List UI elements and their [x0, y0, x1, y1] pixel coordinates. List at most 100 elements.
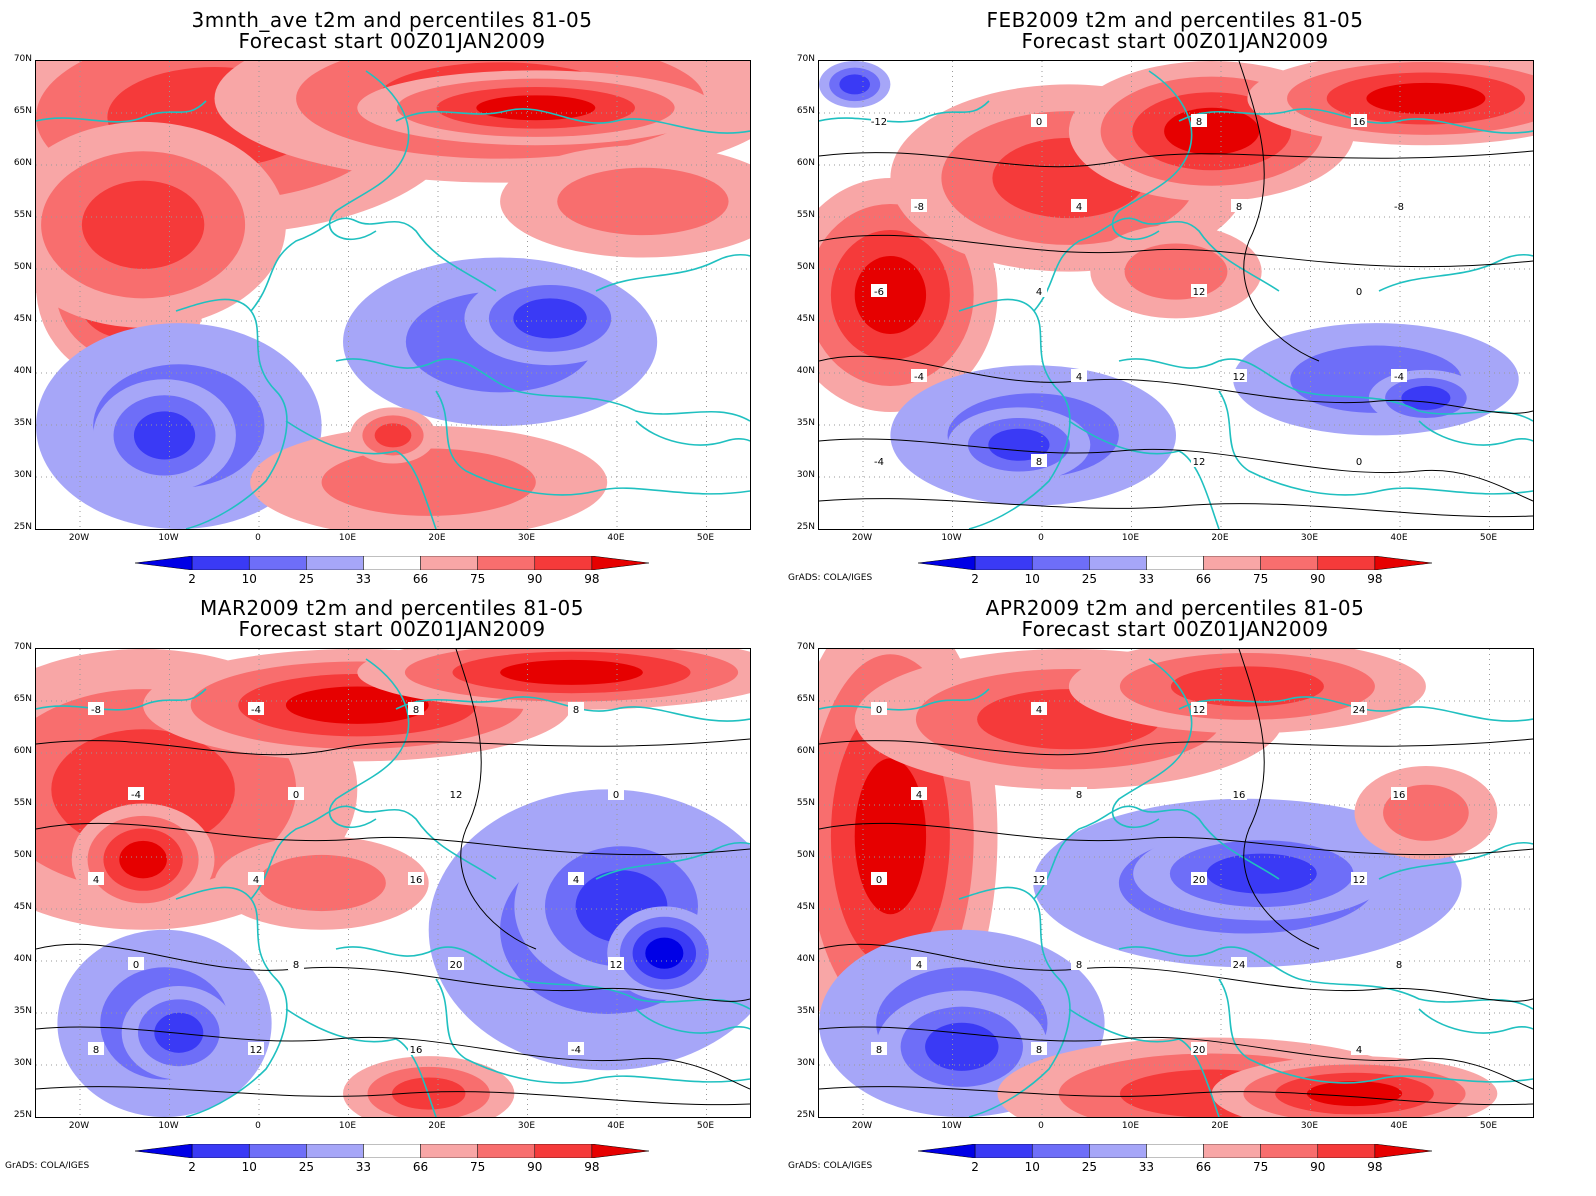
lon-tick-label: 20E: [1211, 533, 1229, 543]
coastline: [395, 108, 750, 134]
contour-line: [819, 1026, 1533, 1090]
contour-label: 16: [410, 1045, 423, 1056]
lat-tick-label: 55N: [796, 798, 815, 808]
percentile-region: [1164, 107, 1260, 155]
lon-tick-label: 10E: [338, 1121, 357, 1131]
lon-tick-label: 50E: [1479, 533, 1498, 543]
contour-label: 4: [1036, 287, 1042, 298]
contour-label: 8: [1196, 117, 1202, 128]
contour-label: 8: [413, 705, 419, 716]
lat-tick-label: 30N: [796, 1058, 815, 1068]
contour-label: 4: [1076, 202, 1082, 213]
lon-tick-label: 10E: [1121, 1121, 1140, 1131]
lon-tick-label: 40E: [607, 533, 625, 543]
lon-tick-label: 10E: [338, 533, 357, 543]
coastline: [1033, 805, 1280, 900]
contour-line: [819, 943, 1533, 1002]
lat-tick-label: 70N: [13, 642, 32, 652]
lat-tick-label: 65N: [796, 106, 815, 116]
colorbar-label: 25: [298, 1160, 314, 1174]
colorbar-segment: [974, 556, 1033, 570]
contour-label: 8: [876, 1045, 882, 1056]
coastline: [635, 1008, 750, 1034]
lon-tick-label: 50E: [696, 533, 715, 543]
contour-label-bg: [248, 702, 264, 715]
colorbar-segment: [1260, 556, 1319, 570]
colorbar-segment: [191, 556, 250, 570]
coastline: [1068, 1008, 1220, 1117]
colorbar-segment: [1203, 1144, 1261, 1158]
percentile-region: [645, 937, 684, 969]
contour-label: -8: [1394, 202, 1404, 213]
coastline: [328, 70, 410, 241]
coastline: [819, 100, 990, 123]
contour-label-bg: [568, 702, 584, 715]
coastline: [1118, 358, 1533, 422]
contour-label-bg: [88, 872, 104, 885]
colorbar-segment: [363, 1144, 421, 1158]
lon-tick-label: 0: [1038, 533, 1044, 543]
colorbar-label: 66: [412, 572, 429, 586]
panel-subtitle: Forecast start 00Z01JAN2009: [1021, 617, 1329, 641]
lat-tick-label: 55N: [13, 798, 32, 808]
colorbar-segment: [248, 556, 307, 570]
colorbar-segment: [1374, 1144, 1432, 1158]
contour-label: 12: [610, 960, 623, 971]
lat-tick-label: 35N: [13, 1006, 32, 1016]
contour-label-bg: [1351, 702, 1367, 715]
contour-label-bg: [568, 1042, 584, 1055]
lon-tick-label: 30E: [517, 533, 536, 543]
colorbar-label: 33: [1138, 572, 1155, 586]
lat-tick-label: 50N: [13, 262, 32, 272]
shaded-field: -8 -4 4 0 8 -4 0 4 8 12 8 12 16 20 16 8 0 4 12 -4: [36, 649, 750, 1117]
coastline: [285, 420, 437, 529]
lon-tick-label: 30E: [1300, 1121, 1319, 1131]
contour-label-bg: [288, 957, 304, 970]
lon-tick-label: 40E: [1390, 533, 1408, 543]
contour-label-bg: [608, 957, 624, 970]
coastline: [435, 390, 750, 496]
contour-label-bg: [871, 1042, 887, 1055]
lat-tick-label: 55N: [796, 210, 815, 220]
coastline: [1033, 217, 1280, 312]
lat-tick-label: 65N: [13, 106, 32, 116]
coastline: [1418, 420, 1533, 446]
contour-label: 12: [1033, 875, 1046, 886]
coastline: [595, 253, 750, 292]
contour-label: 8: [1396, 960, 1402, 971]
panel-title: FEB2009 t2m and percentiles 81-05: [986, 8, 1364, 32]
percentile-region: [374, 423, 412, 448]
contour-line: [819, 438, 1533, 502]
contour-label-bg: [408, 1042, 424, 1055]
contour-label-bg: [1191, 114, 1207, 127]
colorbar-label: 75: [1253, 572, 1269, 586]
lat-tick-label: 65N: [796, 694, 815, 704]
lat-tick-label: 30N: [13, 470, 32, 480]
lat-tick-label: 45N: [796, 314, 815, 324]
contour-label-bg: [1071, 787, 1087, 800]
contour-label: 12: [1193, 287, 1206, 298]
contour-label-bg: [88, 1042, 104, 1055]
lat-tick-label: 45N: [13, 314, 32, 324]
contour-label-bg: [1031, 114, 1047, 127]
colorbar-segment: [1146, 1144, 1204, 1158]
coastline: [285, 1008, 437, 1117]
contour-line: [36, 943, 750, 1002]
percentile-region: [321, 448, 536, 516]
percentile-region: [925, 1022, 999, 1071]
contour-label-bg: [1351, 872, 1367, 885]
coastline: [958, 298, 1071, 529]
colorbar-label: 98: [584, 1160, 600, 1174]
colorbar-segment: [420, 556, 478, 570]
contour-label: -8: [91, 705, 101, 716]
contour-label: 16: [1393, 790, 1406, 801]
contour-label: 24: [1233, 960, 1246, 971]
colorbar-label: 2: [188, 1160, 196, 1174]
contour-label: -4: [1394, 372, 1404, 383]
colorbar-segment: [1374, 556, 1432, 570]
lat-tick-label: 40N: [13, 954, 32, 964]
contour-label-bg: [128, 787, 144, 800]
percentile-region: [476, 95, 596, 121]
panel-title: MAR2009 t2m and percentiles 81-05: [200, 596, 584, 620]
contour-label-bg: [408, 872, 424, 885]
